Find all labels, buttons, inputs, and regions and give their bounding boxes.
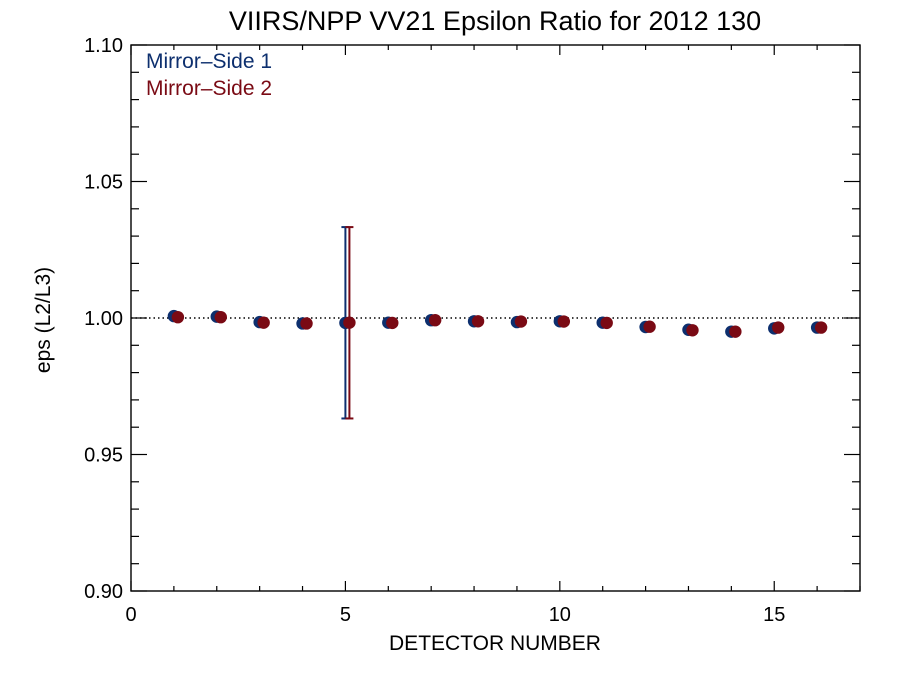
data-point [343,316,356,329]
legend-entry: Mirror–Side 2 [146,77,272,100]
data-point [729,325,742,338]
data-point [386,316,399,330]
x-tick-label: 10 [549,604,571,626]
data-points [167,309,828,338]
data-point [214,310,227,324]
plot-frame [130,44,861,592]
data-point [514,315,528,328]
data-point [471,315,485,328]
y-tick-label: 1.05 [84,172,123,194]
tick-labels: 0 5 10 15 0.90 0.95 1.00 1.05 1.10 [84,35,785,626]
x-axis-label: DETECTOR NUMBER [389,632,601,655]
x-tick-label: 15 [763,604,785,626]
data-point [600,316,613,330]
data-point [557,315,571,328]
y-tick-label: 0.95 [84,445,123,467]
y-tick-label: 0.90 [84,581,123,603]
data-point [772,321,785,334]
data-point [643,320,656,333]
legend-entry: Mirror–Side 1 [146,50,272,73]
data-point [686,324,699,337]
x-tick-label: 0 [125,604,136,626]
data-point [257,316,270,329]
data-point [428,313,442,327]
data-point [814,321,828,334]
data-point [171,310,185,324]
x-tick-label: 5 [340,604,351,626]
chart-title: VIIRS/NPP VV21 Epsilon Ratio for 2012 13… [229,6,761,36]
y-tick-label: 1.00 [84,308,123,330]
data-point [300,317,313,330]
legend: Mirror–Side 1 Mirror–Side 2 [146,50,272,100]
y-tick-label: 1.10 [84,35,123,57]
y-axis-label: eps (L2/L3) [32,267,55,373]
